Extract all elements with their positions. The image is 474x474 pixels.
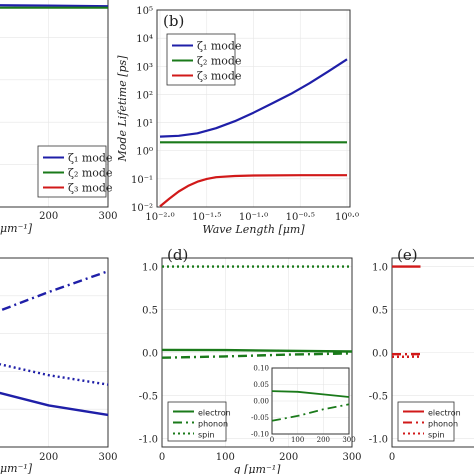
panel-d-legend-entry-3: spin	[198, 431, 215, 440]
panel-d-inset-xtick-0: 0	[270, 436, 274, 444]
panel-b-xlabel: Wave Length [μm]	[202, 223, 305, 236]
panel-d-ytick-4: 0.5	[142, 306, 158, 317]
panel-e-legend-entry-3: spin	[428, 431, 445, 440]
panel-e-ytick-4: 0.5	[372, 306, 388, 317]
panel-a-legend-entry-3: ζ₃ mode	[68, 182, 112, 195]
panel-d-inset-ytick-3: 0.00	[253, 398, 269, 406]
panel-c-xtick-200: 200	[39, 452, 58, 463]
panel-b: 10⁻²·⁰ 10⁻¹·⁵ 10⁻¹·⁰ 10⁻⁰·⁵ 10⁰·⁰ 10⁻² 10⁻¹ 10⁰…	[116, 6, 359, 236]
panel-c-xlabel: μm⁻¹]	[0, 462, 33, 474]
panel-b-ytick-8: 10⁵	[136, 6, 153, 17]
panel-d-legend: electron phonon spin	[167, 401, 231, 442]
panel-d-xtick-0: 0	[159, 452, 165, 463]
panel-b-ytick-1: 10⁻²	[131, 203, 153, 214]
panel-d-label: (d)	[167, 246, 188, 264]
panel-d-inset: 0.10 0.05 0.00 -0.05 -0.100 100 200 300	[251, 365, 356, 445]
panel-b-ytick-2: 10⁻¹	[131, 175, 153, 186]
panel-e-xtick-0: 0	[389, 452, 395, 463]
panel-c-frame	[0, 257, 109, 448]
panel-b-xtick-5: 10⁰·⁰	[335, 212, 359, 223]
panel-b-legend-entry-1: ζ₁ mode	[197, 40, 241, 53]
panel-b-xtick-2: 10⁻¹·⁵	[192, 212, 221, 223]
panel-a-series-1	[0, 4, 109, 8]
panel-d-inset-ytick-1: 0.10	[253, 365, 269, 373]
panel-e-ytick-2: -0.5	[369, 391, 388, 402]
panel-e-ytick-1: -1.0	[369, 434, 388, 445]
panel-d-frame	[161, 257, 353, 448]
panel-a-xtick-300: 300	[98, 211, 117, 222]
panel-e-ytick-5: 1.0	[372, 263, 388, 274]
panel-e-ytick-3: 0.0	[372, 349, 388, 360]
panel-b-legend: ζ₁ mode ζ₂ mode ζ₃ mode	[166, 33, 241, 86]
panel-c-series-3	[0, 391, 109, 417]
panel-b-ytick-4: 10¹	[136, 119, 153, 130]
panel-d-xlabel: q [μm⁻¹]	[234, 463, 282, 474]
panel-d-inset-xtick-200: 200	[317, 436, 330, 444]
panel-d-ytick-3: 0.0	[142, 349, 158, 360]
panel-b-ytick-7: 10⁴	[136, 34, 153, 45]
panel-b-legend-entry-3: ζ₃ mode	[197, 70, 241, 83]
panel-d-ytick-2: -0.5	[139, 391, 158, 402]
panel-a-legend-entry-2: ζ₂ mode	[68, 167, 112, 180]
panel-d-series-2	[161, 352, 353, 359]
panel-d-legend-entry-1: electron	[198, 409, 231, 418]
panel-b-ytick-5: 10²	[136, 90, 153, 101]
panel-d-inset-series-1	[271, 390, 350, 398]
panel-d-inset-ytick-2: 0.05	[253, 381, 269, 389]
panel-b-xtick-3: 10⁻¹·⁰	[239, 212, 268, 223]
panel-b-xtick-1: 10⁻²·⁰	[145, 212, 174, 223]
panel-c: 200 300 μm⁻¹]	[0, 257, 118, 474]
panel-a-xtick-200: 200	[39, 211, 58, 222]
panel-e: -1.0 -0.5 0.0 0.5 1.0 0 (e) electron phonon spin	[369, 246, 474, 463]
panel-c-series-1	[0, 270, 109, 312]
panel-c-xtick-300: 300	[98, 452, 117, 463]
panel-a: 200 300 μm⁻¹] ζ₁ mode ζ₂ mode ζ₃ mode	[0, 0, 118, 235]
panel-a-legend: ζ₁ mode ζ₂ mode ζ₃ mode	[37, 145, 112, 198]
panel-e-legend-entry-1: electron	[428, 409, 461, 418]
panel-b-ylabel: Mode Lifetime [ps]	[116, 55, 129, 163]
panel-d-inset-ytick-4: -0.05	[251, 414, 269, 422]
panel-d-xtick-100: 100	[216, 452, 235, 463]
panel-c-series-2	[0, 363, 109, 386]
panel-a-legend-entry-1: ζ₁ mode	[68, 152, 112, 165]
panel-d-inset-xtick-300: 300	[342, 436, 355, 444]
panel-e-legend: electron phonon spin	[397, 401, 461, 442]
panel-a-frame	[0, 0, 109, 208]
panel-b-label: (b)	[163, 12, 184, 30]
panel-b-series-1	[159, 58, 348, 138]
panel-b-frame	[156, 9, 351, 208]
panel-e-legend-entry-2: phonon	[428, 420, 458, 429]
panel-d-ytick-1: -1.0	[139, 434, 158, 445]
panel-d-series-1	[161, 348, 353, 353]
panel-b-ytick-6: 10³	[136, 62, 153, 73]
panel-a-xlabel: μm⁻¹]	[0, 222, 33, 235]
panel-d-ytick-5: 1.0	[142, 263, 158, 274]
panel-d-inset-ytick-5: -0.10	[251, 431, 269, 439]
panel-d-inset-frame	[271, 367, 350, 435]
panel-d: 0 100 200 300 -1.0 -0.5 0.0 0.5 1.0 q [μm⁻¹] (d) el…	[139, 246, 362, 474]
panel-e-frame	[391, 257, 474, 448]
panel-d-xtick-200: 200	[279, 452, 298, 463]
panel-d-xtick-300: 300	[342, 452, 361, 463]
panel-b-xtick-4: 10⁻⁰·⁵	[286, 212, 315, 223]
panel-d-legend-entry-2: phonon	[198, 420, 228, 429]
panel-b-series-3	[159, 174, 347, 208]
panel-e-label: (e)	[397, 246, 418, 264]
panel-b-ytick-3: 10⁰	[136, 147, 153, 158]
panel-d-inset-series-2	[271, 403, 350, 422]
panel-b-legend-entry-2: ζ₂ mode	[197, 55, 241, 68]
panel-d-inset-xtick-100: 100	[291, 436, 304, 444]
